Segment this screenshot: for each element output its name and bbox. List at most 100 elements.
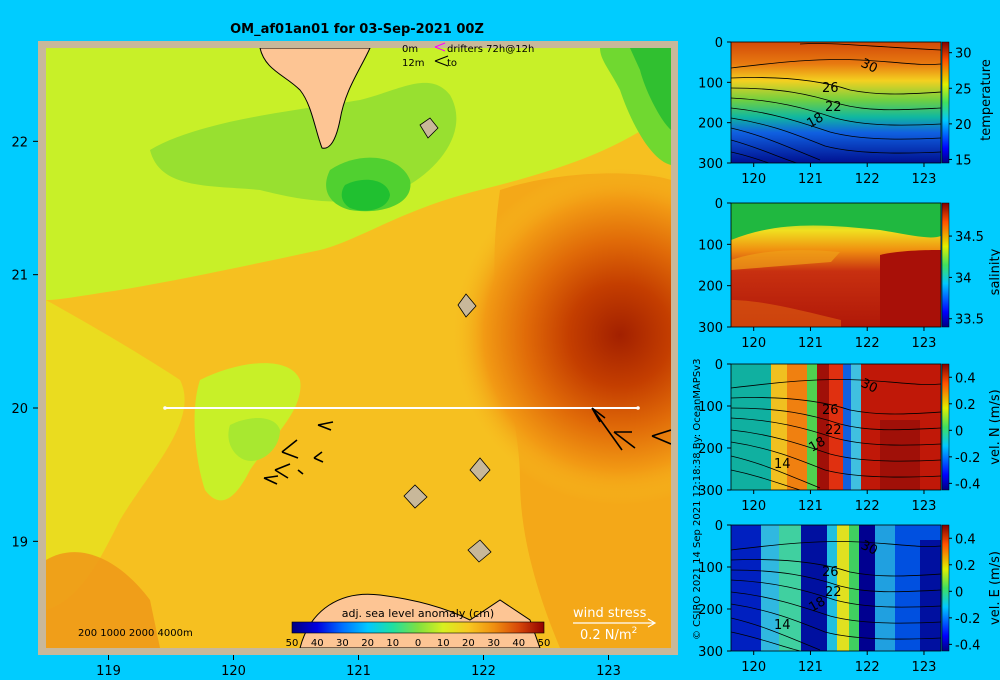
temperature-section-x-tick-label: 120 <box>741 172 766 187</box>
velocity-east-contour-label: 14 <box>774 618 791 633</box>
temperature-colorbar <box>941 41 950 164</box>
temperature-section-y-tick-label: 300 <box>698 157 723 172</box>
salinity-section-panel: salinity <box>730 202 1000 328</box>
map-x-tick-label: 119 <box>96 664 121 679</box>
ssh-colorbar-tick-label: 50 <box>286 638 299 649</box>
temperature-contour-label: 26 <box>822 81 839 96</box>
velocity-north-contours <box>731 379 941 490</box>
drifter-12m-depth: 12m <box>402 58 424 69</box>
velocity-north-colorbar-label: vel. N (m/s) <box>988 389 1000 464</box>
salinity-section-x-tick-label: 121 <box>798 336 823 351</box>
salinity-section-y-tick-label: 300 <box>698 321 723 336</box>
temperature-section-y-tick-label: 0 <box>715 36 723 51</box>
isobaths-legend: 200 1000 2000 4000m <box>78 628 193 639</box>
velocity-north-section-colorbar-tick-label: 0 <box>955 424 963 439</box>
drifter-legend-to: to <box>447 58 457 69</box>
map-y-tick-label: 19 <box>11 535 28 550</box>
map-x-tick-label: 120 <box>221 664 246 679</box>
velocity-north-section-y-tick-label: 100 <box>698 400 723 415</box>
salinity-section-colorbar-tick-label: 34.5 <box>955 230 984 245</box>
credit-text: © CSIRO 2021 14 Sep 2021 12:18:38 By: Oc… <box>692 359 703 640</box>
velocity-north-section-colorbar-tick-label: 0.2 <box>955 398 976 413</box>
ssh-colorbar-label: adj. sea level anomaly (cm) <box>342 607 494 620</box>
velocity-east-section-x-tick-label: 122 <box>855 660 880 675</box>
map-x-tick-label: 121 <box>346 664 371 679</box>
ssh-colorbar-tick-label: 20 <box>361 638 374 649</box>
map-y-tick-label: 21 <box>11 269 28 284</box>
salinity-section-x-tick-label: 120 <box>741 336 766 351</box>
velocity-east-section-colorbar-tick-label: -0.4 <box>955 638 980 653</box>
map-y-axis: 19 20 21 22 <box>11 135 38 550</box>
map-y-tick-label: 22 <box>11 135 28 150</box>
salinity-section-y-tick-label: 0 <box>715 197 723 212</box>
map-panel: 0m drifters 72h@12h 12m to 200 1000 2000… <box>11 41 678 679</box>
temperature-contour-label: 30 <box>858 56 879 77</box>
ssh-colorbar-tick-label: 30 <box>336 638 349 649</box>
velocity-north-section-colorbar-tick-label: -0.2 <box>955 451 980 466</box>
salinity-section-colorbar-tick-label: 33.5 <box>955 313 984 328</box>
temperature-section-y-tick-label: 200 <box>698 117 723 132</box>
velocity-east-contours <box>731 541 941 651</box>
map-y-tick-label: 20 <box>11 402 28 417</box>
temperature-section-x-tick-label: 121 <box>798 172 823 187</box>
velocity-east-section-y-tick-label: 300 <box>698 645 723 660</box>
velocity-east-section-y-tick-label: 0 <box>715 519 723 534</box>
velocity-east-section-colorbar-tick-label: 0.4 <box>955 532 976 547</box>
drifter-0m-depth: 0m <box>402 44 418 55</box>
velocity-east-section-x-tick-label: 123 <box>912 660 937 675</box>
velocity-north-section-y-tick-label: 300 <box>698 484 723 499</box>
wind-stress-scale: 0.2 N/m2 <box>580 626 637 643</box>
velocity-east-contour-label: 30 <box>858 538 879 559</box>
temperature-section-x-tick-label: 123 <box>912 172 937 187</box>
map-x-axis: 119 120 121 122 123 <box>96 655 621 679</box>
velocity-north-section-x-tick-label: 123 <box>912 499 937 514</box>
map-title: OM_af01an01 for 03-Sep-2021 00Z <box>230 22 484 37</box>
velocity-north-section-x-tick-label: 120 <box>741 499 766 514</box>
temperature-section-colorbar-tick-label: 30 <box>955 47 972 62</box>
temperature-contour-label: 18 <box>805 110 827 131</box>
ssh-colorbar-tick-label: 50 <box>538 638 551 649</box>
temperature-section-y-tick-label: 100 <box>698 76 723 91</box>
salinity-section-colorbar-tick-label: 34 <box>955 271 972 286</box>
velocity-east-section-y-tick-label: 100 <box>698 561 723 576</box>
velocity-north-contour-label: 26 <box>822 403 839 418</box>
velocity-north-section-y-tick-label: 200 <box>698 442 723 457</box>
velocity-north-colorbar <box>941 363 950 491</box>
velocity-north-section-colorbar-tick-label: 0.4 <box>955 371 976 386</box>
salinity-colorbar <box>941 202 950 328</box>
salinity-colorbar-label: salinity <box>988 248 1000 295</box>
salinity-section-x-tick-label: 122 <box>855 336 880 351</box>
velocity-east-contour-label: 18 <box>807 594 829 615</box>
temperature-section-panel: 30 26 22 18 temperature <box>730 41 994 164</box>
velocity-east-section-x-tick-label: 120 <box>741 660 766 675</box>
velocity-east-section-y-tick-label: 200 <box>698 603 723 618</box>
velocity-north-section-panel: 30 26 22 18 14 vel. N (m/s) <box>730 363 1000 491</box>
wind-stress-arrows <box>263 407 671 485</box>
velocity-east-contour-label: 22 <box>825 585 842 600</box>
temperature-section-colorbar-tick-label: 15 <box>955 153 972 168</box>
salinity-section-y-tick-label: 200 <box>698 280 723 295</box>
velocity-east-section-colorbar-tick-label: -0.2 <box>955 612 980 627</box>
drifter-12m-icon <box>434 55 449 67</box>
velocity-east-colorbar-label: vel. E (m/s) <box>988 551 1000 625</box>
ssh-colorbar-tick-label: 40 <box>311 638 324 649</box>
anticyclonic-eddy <box>450 165 671 505</box>
velocity-east-section-x-tick-label: 121 <box>798 660 823 675</box>
taiwan-coast <box>259 48 371 149</box>
temperature-colorbar-label: temperature <box>979 59 994 141</box>
velocity-north-contour-label: 18 <box>807 434 829 455</box>
ssh-colorbar-tick-label: 10 <box>386 638 399 649</box>
temperature-section-x-tick-label: 122 <box>855 172 880 187</box>
salinity-section-x-tick-label: 123 <box>912 336 937 351</box>
map-x-tick-label: 122 <box>471 664 496 679</box>
ssh-colorbar-tick-label: 30 <box>487 638 500 649</box>
velocity-north-contour-label: 22 <box>825 423 842 438</box>
velocity-north-section-colorbar-tick-label: -0.4 <box>955 477 980 492</box>
salinity-section-y-tick-label: 100 <box>698 238 723 253</box>
ssh-colorbar-tick-label: 40 <box>512 638 525 649</box>
velocity-east-section-colorbar-tick-label: 0.2 <box>955 559 976 574</box>
luzon-coast <box>299 593 541 648</box>
velocity-east-colorbar <box>941 524 950 652</box>
wind-stress-scale-arrow <box>573 618 657 628</box>
